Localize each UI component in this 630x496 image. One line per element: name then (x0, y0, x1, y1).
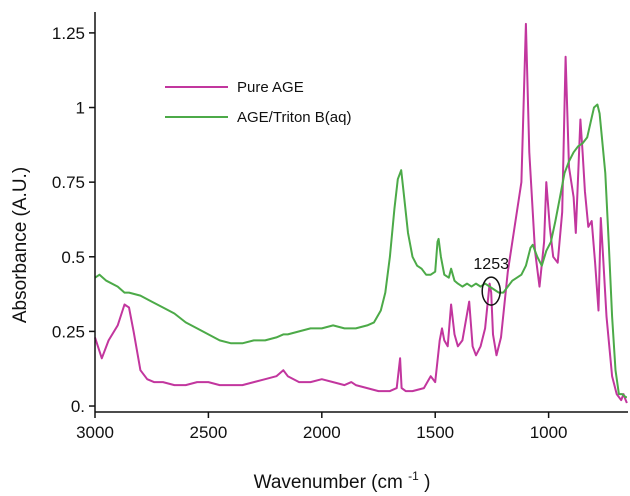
x-tick-label: 1500 (416, 423, 454, 442)
x-axis-title-close: ) (424, 472, 430, 493)
y-tick-label: 1 (76, 99, 85, 118)
annotation-circle (481, 276, 501, 306)
annotation-1253: 1253 (473, 256, 509, 306)
series-line-pure-age (94, 22, 628, 404)
x-axis-title-sup: -1 (408, 469, 419, 483)
annotation-label: 1253 (473, 256, 509, 273)
x-axis-title: Wavenumber (cm -1 ) (254, 464, 431, 493)
y-axis-title: Absorbance (A.U.) (10, 167, 31, 323)
axes-group (94, 12, 628, 413)
legend-label-age-triton: AGE/Triton B(aq) (237, 109, 351, 126)
x-tick-label: 3000 (76, 423, 114, 442)
x-axis-title-main: Wavenumber (cm (254, 472, 403, 493)
x-ticks: 3000 2500 2000 1500 1000 (76, 412, 568, 442)
legend: Pure AGE AGE/Triton B(aq) (165, 79, 351, 126)
y-tick-label: 0.25 (52, 322, 85, 341)
series-line-age-triton (94, 103, 627, 399)
y-ticks: 0. 0.25 0.5 0.75 1 1.25 (52, 24, 95, 416)
y-tick-label: 0.75 (52, 173, 85, 192)
y-tick-label: 0. (71, 397, 85, 416)
x-tick-label: 2000 (303, 423, 341, 442)
legend-label-pure-age: Pure AGE (237, 79, 304, 96)
x-tick-label: 2500 (189, 423, 227, 442)
y-tick-label: 0.5 (61, 248, 85, 267)
y-tick-label: 1.25 (52, 24, 85, 43)
series-group (94, 22, 628, 404)
x-tick-label: 1000 (530, 423, 568, 442)
